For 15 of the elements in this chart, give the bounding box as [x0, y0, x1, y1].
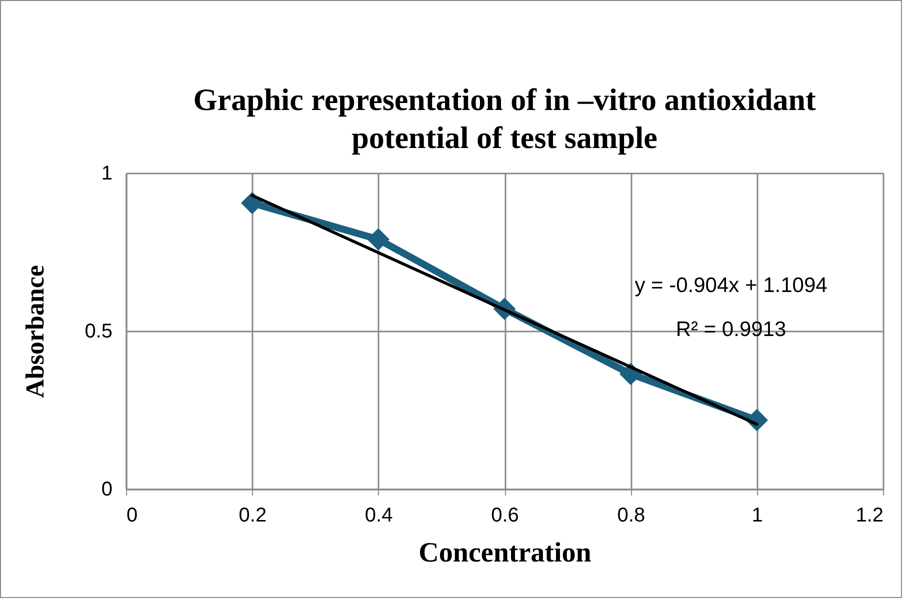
- y-tick-label: 0.5: [84, 320, 112, 342]
- x-tick-label: 1: [752, 504, 763, 526]
- x-tick-label: 0.6: [491, 504, 519, 526]
- x-tick-label: 1.2: [856, 504, 884, 526]
- x-axis-title: Concentration: [418, 538, 592, 568]
- chart-title: Graphic representation of in –vitro antioxidant potential of test sample: [193, 82, 816, 155]
- x-tick-label: 0.2: [238, 504, 267, 526]
- x-tick-label: 0: [126, 504, 138, 526]
- y-tick-label: 0: [101, 478, 112, 500]
- x-tick-label: 0.4: [364, 504, 393, 526]
- annotation: R² = 0.9913: [676, 318, 786, 341]
- y-tick-label: 1: [101, 162, 112, 184]
- x-tick-label: 0.8: [617, 504, 646, 526]
- y-axis-title: Absorbance: [20, 265, 50, 398]
- annotation: y = -0.904x + 1.1094: [634, 274, 828, 297]
